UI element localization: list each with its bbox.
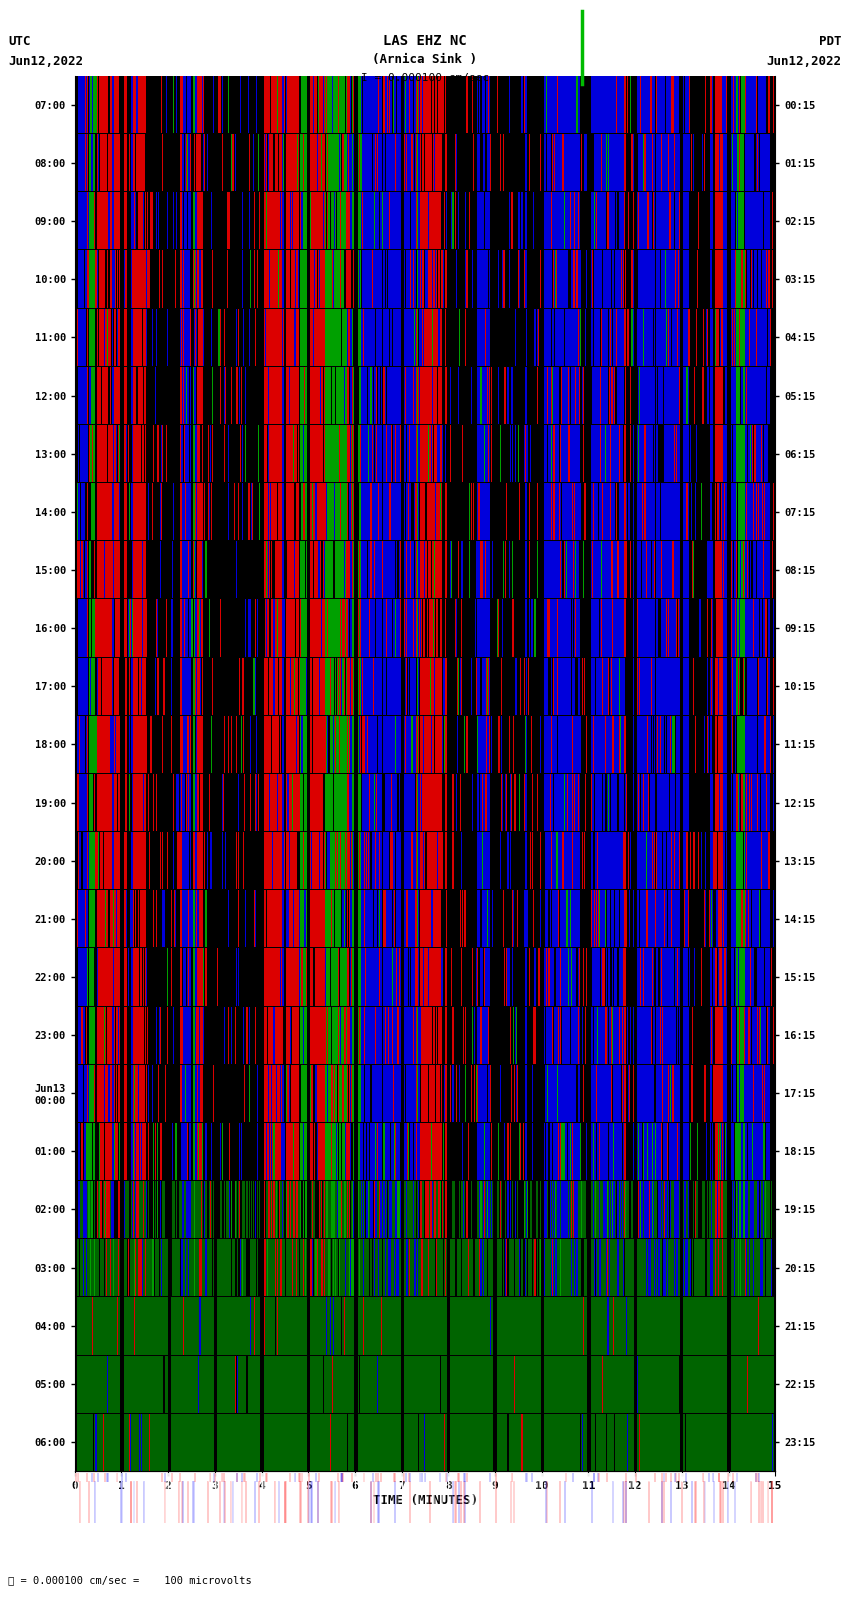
Text: Jun12,2022: Jun12,2022 <box>767 55 842 68</box>
Text: PDT: PDT <box>819 35 842 48</box>
Text: LAS EHZ NC: LAS EHZ NC <box>383 34 467 48</box>
Text: ℓ = 0.000100 cm/sec =    100 microvolts: ℓ = 0.000100 cm/sec = 100 microvolts <box>8 1576 252 1586</box>
Text: Jun12,2022: Jun12,2022 <box>8 55 83 68</box>
Text: I = 0.000100 cm/sec: I = 0.000100 cm/sec <box>361 73 489 82</box>
Text: (Arnica Sink ): (Arnica Sink ) <box>372 53 478 66</box>
Text: UTC: UTC <box>8 35 31 48</box>
X-axis label: TIME (MINUTES): TIME (MINUTES) <box>372 1494 478 1507</box>
